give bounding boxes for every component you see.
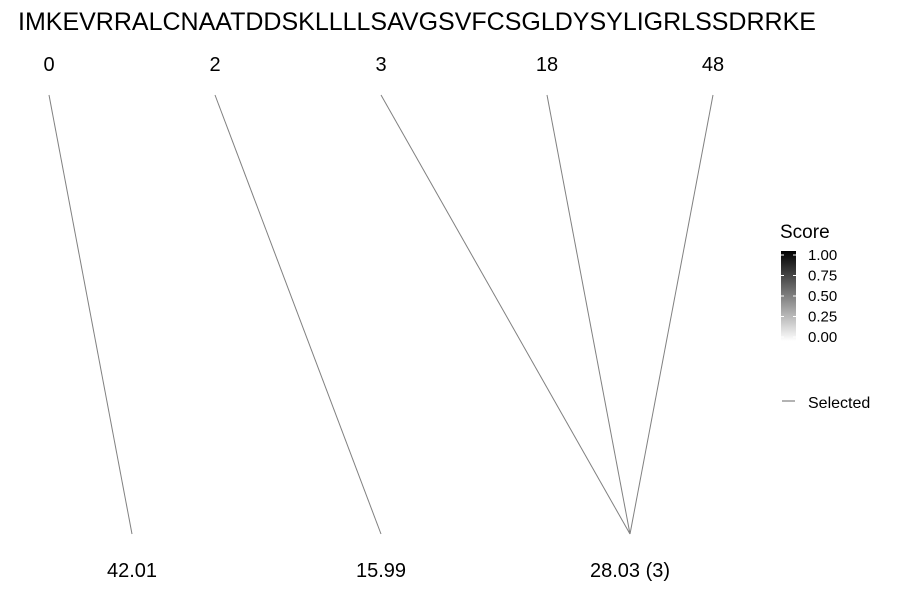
top-label: 3 bbox=[375, 54, 386, 76]
bottom-label: 42.01 bbox=[107, 560, 157, 582]
bottom-label: 28.03 (3) bbox=[590, 560, 670, 582]
sequence-text: IMKEVRRALCNAATDDSKLLLLSAVGSVFCSGLDYSYLIG… bbox=[18, 8, 816, 36]
legend-selected-label: Selected bbox=[808, 395, 870, 412]
top-label: 0 bbox=[43, 54, 54, 76]
legend-ticks: 1.00 0.75 0.50 0.25 0.00 bbox=[781, 247, 837, 346]
top-label: 2 bbox=[209, 54, 220, 76]
bottom-label: 15.99 bbox=[356, 560, 406, 582]
top-label: 18 bbox=[536, 54, 558, 76]
legend-tick-label: 0.25 bbox=[808, 309, 837, 326]
legend-tick-label: 1.00 bbox=[808, 247, 837, 264]
link-line bbox=[629, 94, 714, 535]
link-line bbox=[546, 94, 631, 535]
link-line bbox=[214, 94, 382, 535]
top-label: 48 bbox=[702, 54, 724, 76]
bottom-labels: 42.01 15.99 28.03 (3) bbox=[107, 560, 670, 582]
link-line bbox=[380, 94, 631, 535]
link-line bbox=[48, 94, 133, 535]
legend-title: Score bbox=[780, 222, 830, 243]
legend-tick-label: 0.00 bbox=[808, 329, 837, 346]
legend: Score 1.00 0.75 0.50 0.25 0.00 Selected bbox=[780, 222, 870, 412]
top-labels: 0 2 3 18 48 bbox=[43, 54, 724, 76]
legend-tick-label: 0.50 bbox=[808, 288, 837, 305]
link-lines bbox=[48, 94, 714, 535]
legend-tick-label: 0.75 bbox=[808, 268, 837, 285]
legend-colorbar bbox=[781, 251, 796, 341]
